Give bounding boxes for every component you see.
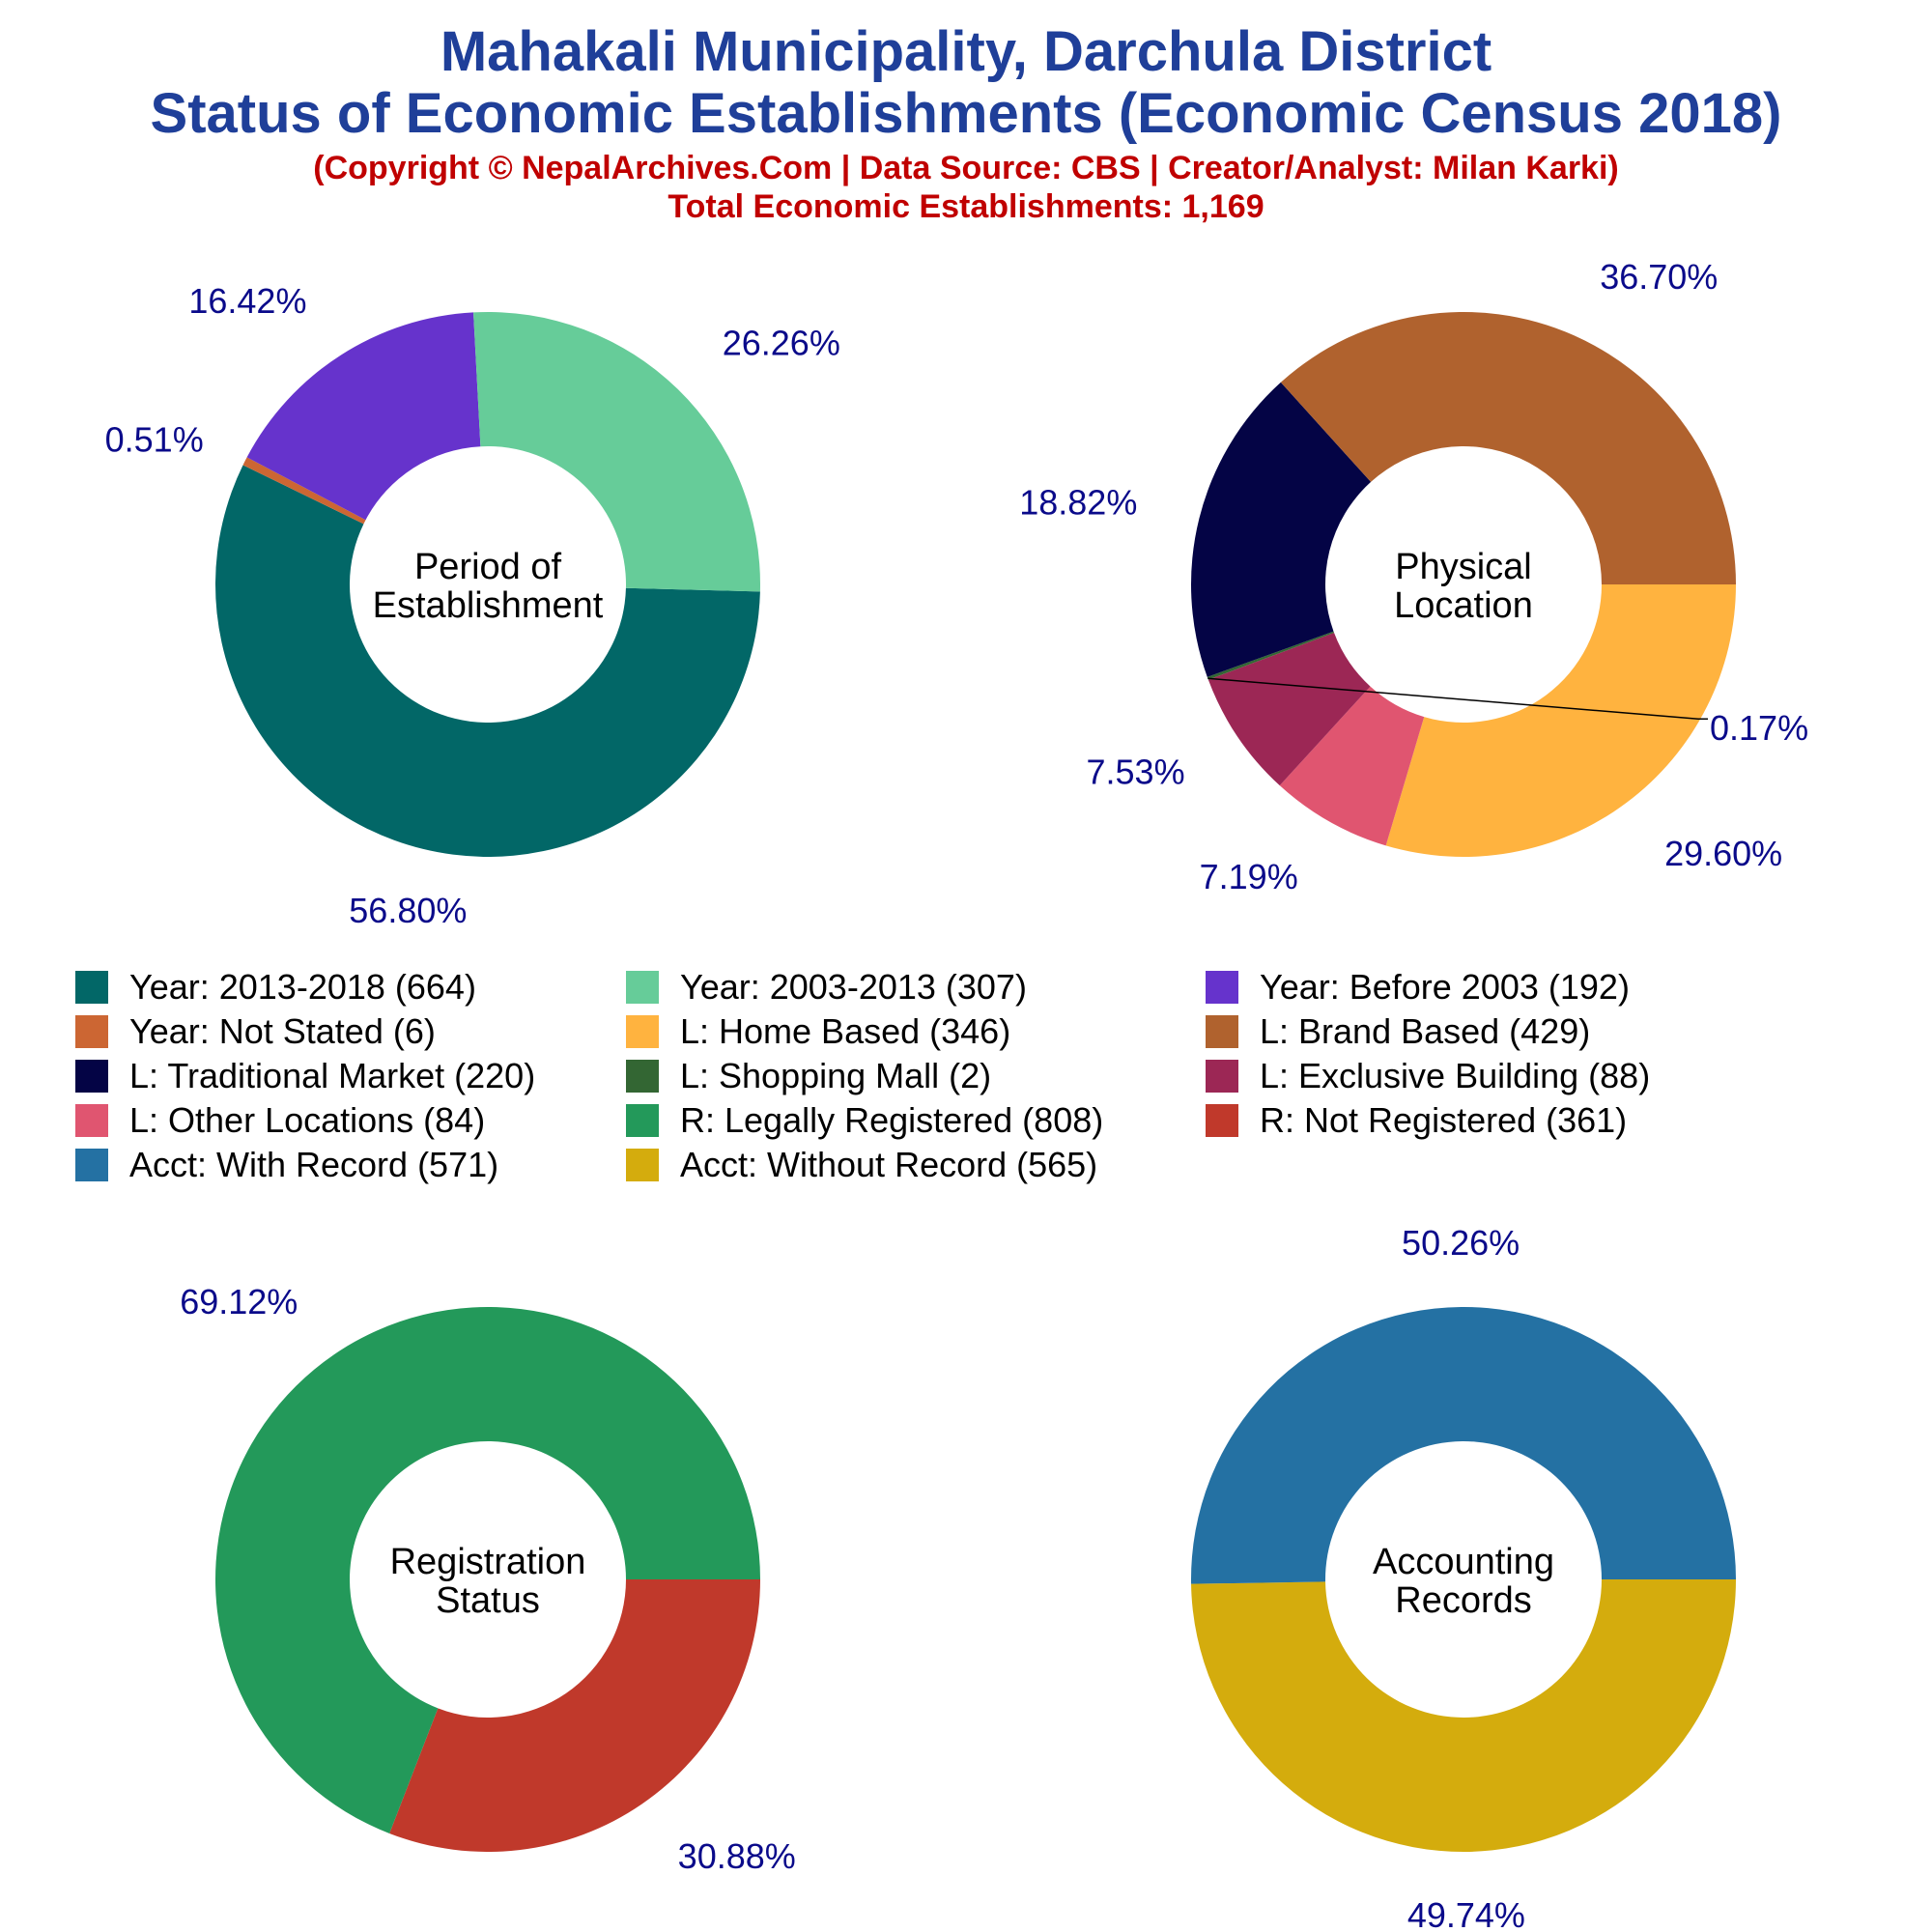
legend-swatch <box>1206 1015 1238 1048</box>
legend-swatch <box>75 1149 108 1181</box>
legend-label: R: Legally Registered (808) <box>680 1100 1104 1140</box>
legend-swatch <box>1206 971 1238 1004</box>
center-label-3: Registration Status <box>390 1542 586 1621</box>
legend-swatch <box>1206 1060 1238 1093</box>
pct-label-l-brand-based: 36.70% <box>1600 257 1718 297</box>
center-label-1: Period of Establishment <box>373 547 604 626</box>
legend-item: L: Exclusive Building (88) <box>1206 1055 1650 1097</box>
legend-swatch <box>75 1060 108 1093</box>
slice-year-2003-2013 <box>473 312 761 592</box>
slice-l-exclusive-building <box>1208 633 1371 786</box>
legend-swatch <box>626 1060 659 1093</box>
legend-label: Year: 2003-2013 (307) <box>680 967 1027 1007</box>
legend-label: R: Not Registered (361) <box>1260 1100 1628 1140</box>
pct-label-l-shopping-mall: 0.17% <box>1710 708 1808 748</box>
legend-item: R: Not Registered (361) <box>1206 1099 1627 1142</box>
chart-title-line1: Mahakali Municipality, Darchula District <box>440 20 1492 83</box>
legend-item: R: Legally Registered (808) <box>626 1099 1103 1142</box>
donut-chart-3: 30.88% 69.12% Registration Status <box>180 1282 796 1876</box>
slice-year-before-2003 <box>246 312 481 521</box>
legend-label: Year: Before 2003 (192) <box>1260 967 1630 1007</box>
slice-year-not-stated <box>242 457 366 525</box>
pct-label-r-legally-registered: 69.12% <box>180 1282 298 1321</box>
legend-item: L: Home Based (346) <box>626 1010 1010 1053</box>
chart-credit: (Copyright © NepalArchives.Com | Data So… <box>313 150 1619 186</box>
donut-chart-4: 49.74% 50.26% Accounting Records <box>1190 1223 1736 1932</box>
legend-label: L: Shopping Mall (2) <box>680 1056 992 1095</box>
legend-item: L: Brand Based (429) <box>1206 1010 1590 1053</box>
legend-item: Year: Not Stated (6) <box>75 1010 436 1053</box>
legend-label: Acct: With Record (571) <box>129 1145 499 1184</box>
legend-swatch <box>75 971 108 1004</box>
pct-label-acct-with-record: 50.26% <box>1402 1223 1520 1263</box>
legend-swatch <box>626 1015 659 1048</box>
donut-chart-1: 56.80% 0.51% 16.42% 26.26% Period of Establis… <box>105 281 840 930</box>
center-label-4: Accounting Records <box>1373 1542 1554 1621</box>
legend-swatch <box>1206 1104 1238 1137</box>
legend-item: L: Traditional Market (220) <box>75 1055 535 1097</box>
chart-total: Total Economic Establishments: 1,169 <box>668 188 1264 225</box>
pct-label-acct-without-record: 49.74% <box>1407 1895 1525 1932</box>
slice-r-legally-registered <box>214 1306 760 1833</box>
legend-swatch <box>75 1015 108 1048</box>
pct-label-year-2003-2013: 26.26% <box>723 324 840 363</box>
legend-label: Year: Not Stated (6) <box>129 1011 436 1051</box>
pct-label-l-exclusive-building: 7.53% <box>1087 753 1185 792</box>
slice-l-shopping-mall <box>1207 631 1335 680</box>
slice-l-other-locations <box>1279 686 1425 846</box>
slice-l-traditional-market <box>1190 382 1372 677</box>
legend-item: Year: 2003-2013 (307) <box>626 966 1027 1009</box>
pct-label-l-other-locations: 7.19% <box>1200 857 1298 896</box>
legend-item: Acct: With Record (571) <box>75 1144 498 1186</box>
slice-acct-without-record <box>1191 1579 1736 1852</box>
pct-label-l-home-based: 29.60% <box>1664 834 1782 873</box>
legend-item: L: Shopping Mall (2) <box>626 1055 991 1097</box>
legend-item: Year: Before 2003 (192) <box>1206 966 1630 1009</box>
slice-acct-with-record <box>1190 1306 1736 1584</box>
legend-label: L: Brand Based (429) <box>1260 1011 1591 1051</box>
slice-r-not-registered <box>389 1579 760 1853</box>
legend-swatch <box>75 1104 108 1137</box>
leader-line-l-shopping-mall <box>1208 677 1708 720</box>
legend-item: Year: 2013-2018 (664) <box>75 966 476 1009</box>
pct-label-year-before-2003: 16.42% <box>188 281 306 321</box>
chart-title-line2: Status of Economic Establishments (Econo… <box>150 82 1782 145</box>
legend-swatch <box>626 1149 659 1181</box>
legend-swatch <box>626 1104 659 1137</box>
chart-header: Mahakali Municipality, Darchula District… <box>0 21 1932 226</box>
pct-label-year-2013-2018: 56.80% <box>349 891 467 930</box>
legend-item: Acct: Without Record (565) <box>626 1144 1097 1186</box>
legend-label: L: Home Based (346) <box>680 1011 1011 1051</box>
legend-label: L: Traditional Market (220) <box>129 1056 536 1095</box>
pct-label-year-not-stated: 0.51% <box>105 420 204 460</box>
slice-l-brand-based <box>1280 311 1737 584</box>
legend-label: Year: 2013-2018 (664) <box>129 967 476 1007</box>
pct-label-l-traditional-market: 18.82% <box>1019 483 1137 523</box>
pct-label-r-not-registered: 30.88% <box>678 1836 796 1876</box>
legend-label: L: Exclusive Building (88) <box>1260 1056 1651 1095</box>
center-label-2: Physical Location <box>1394 547 1533 626</box>
slice-year-2013-2018 <box>215 465 760 857</box>
legend-item: L: Other Locations (84) <box>75 1099 485 1142</box>
legend-label: L: Other Locations (84) <box>129 1100 486 1140</box>
slice-l-home-based <box>1385 584 1736 857</box>
legend-label: Acct: Without Record (565) <box>680 1145 1098 1184</box>
donut-chart-2: 29.60% 7.19% 7.53% 0.17% 18.82% 36.70% Physica… <box>1019 257 1808 896</box>
legend-swatch <box>626 971 659 1004</box>
